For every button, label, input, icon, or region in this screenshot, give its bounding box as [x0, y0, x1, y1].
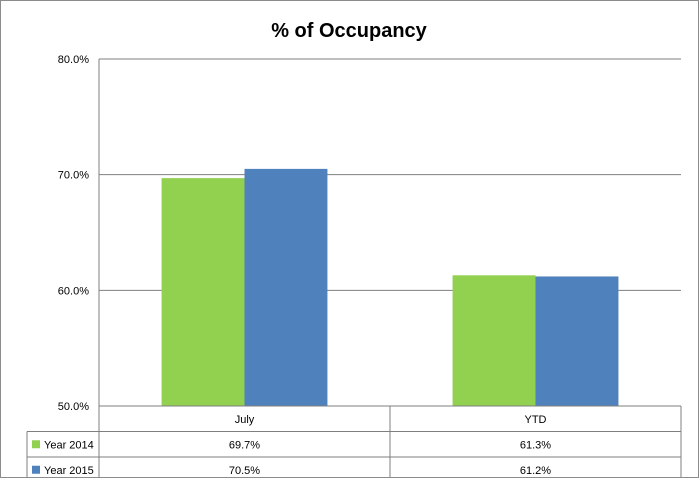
series-label: Year 2015 [44, 465, 94, 477]
series-label: Year 2014 [44, 439, 94, 451]
y-tick-label: 50.0% [58, 401, 89, 413]
category-label: July [235, 414, 255, 426]
bar-year-2014-july [161, 178, 245, 406]
legend-key-year-2014 [32, 440, 40, 449]
y-tick-label: 70.0% [58, 170, 89, 182]
category-label: YTD [525, 414, 547, 426]
y-tick-label: 60.0% [58, 285, 89, 297]
bar-year-2014-ytd [452, 275, 536, 406]
bar-year-2015-july [244, 168, 328, 406]
chart-title: % of Occupancy [271, 20, 427, 42]
legend-key-year-2015 [32, 465, 40, 474]
y-axis-ticks: 50.0% 60.0% 70.0% 80.0% [58, 54, 89, 413]
data-table: July YTD Year 2014 69.7% 61.3% Year 2015 70.5%… [26, 405, 682, 477]
y-tick-label: 80.0% [58, 54, 89, 66]
bar-year-2015-ytd [535, 276, 619, 406]
bars [161, 168, 619, 406]
data-label: 61.2% [520, 465, 551, 477]
data-label: 70.5% [229, 465, 260, 477]
data-label: 61.3% [520, 439, 551, 451]
data-label: 69.7% [229, 439, 260, 451]
